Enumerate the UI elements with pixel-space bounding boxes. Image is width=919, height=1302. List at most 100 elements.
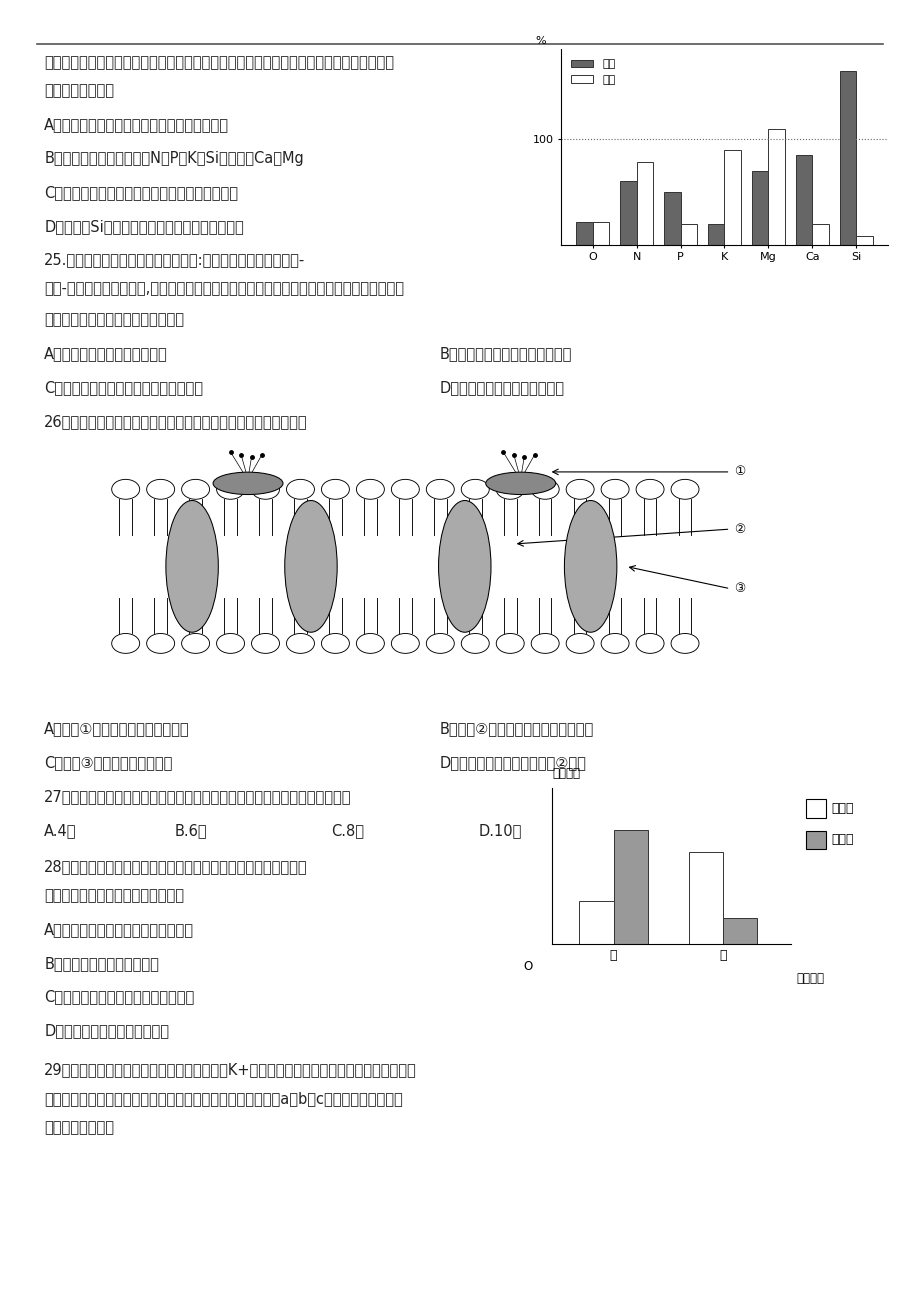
Bar	[724, 150, 741, 245]
Circle shape	[565, 479, 594, 499]
Circle shape	[600, 479, 629, 499]
Text: 表示实验结束时培养液中各种养分的浓度占实验开始时浓度的百分比，根据测定的结果不可: 表示实验结束时培养液中各种养分的浓度占实验开始时浓度的百分比，根据测定的结果不可	[44, 55, 393, 70]
Text: A．不能解释生物膜的化学组成: A．不能解释生物膜的化学组成	[44, 346, 168, 362]
Text: 速率，横坐标表示某个条件，假定其他条件均为理想状态，则a、b、c三幅图的横坐标分别: 速率，横坐标表示某个条件，假定其他条件均为理想状态，则a、b、c三幅图的横坐标分…	[44, 1091, 403, 1107]
Ellipse shape	[485, 473, 555, 495]
Legend: 番茄, 水稺: 番茄, 水稺	[566, 55, 619, 90]
Circle shape	[286, 634, 314, 654]
Text: 细胞外: 细胞外	[831, 833, 853, 846]
Ellipse shape	[165, 500, 218, 633]
Text: 这一观点的局限性主要在于（　　）: 这一观点的局限性主要在于（ ）	[44, 312, 184, 328]
Text: 推知的是（　　）: 推知的是（ ）	[44, 83, 114, 99]
Bar	[636, 163, 652, 245]
Circle shape	[425, 479, 454, 499]
Ellipse shape	[285, 500, 336, 633]
Circle shape	[216, 634, 244, 654]
Circle shape	[530, 634, 559, 654]
Bar	[795, 155, 811, 245]
Text: D．吞噌细胞吞噌抗原仅需要②参与: D．吞噌细胞吞噌抗原仅需要②参与	[439, 755, 586, 771]
Bar	[767, 129, 784, 245]
Circle shape	[635, 479, 664, 499]
Text: C．乙运出细胞一定有载体蛋白的参与: C．乙运出细胞一定有载体蛋白的参与	[44, 990, 194, 1005]
Circle shape	[670, 479, 698, 499]
Bar	[592, 221, 608, 245]
Bar	[811, 224, 828, 245]
Bar	[579, 901, 613, 944]
Ellipse shape	[213, 473, 283, 495]
Bar	[680, 224, 697, 245]
Circle shape	[251, 634, 279, 654]
Text: B．水稺只从培养液中吸收N、P、K、Si，不吸收Ca和Mg: B．水稺只从培养液中吸收N、P、K、Si，不吸收Ca和Mg	[44, 151, 303, 167]
Circle shape	[181, 634, 210, 654]
Bar	[619, 181, 636, 245]
Text: B．甲进入细胞一定需要能量: B．甲进入细胞一定需要能量	[44, 956, 159, 971]
Text: C．不能解释脂质类物质较容易跨膜运输: C．不能解释脂质类物质较容易跨膜运输	[44, 380, 203, 396]
Circle shape	[530, 479, 559, 499]
Text: 28．甲、乙两种物质在细胞内外的浓度情况如图所示。在进行跨膜: 28．甲、乙两种物质在细胞内外的浓度情况如图所示。在进行跨膜	[44, 859, 308, 875]
Text: ①: ①	[733, 465, 744, 478]
Circle shape	[460, 479, 489, 499]
Circle shape	[460, 634, 489, 654]
Text: 物质浓度: 物质浓度	[551, 767, 579, 780]
Text: D．不能解释变形虫的变形运动: D．不能解释变形虫的变形运动	[439, 380, 564, 396]
Text: C.8层: C.8层	[331, 823, 364, 838]
Text: D．乙进入细胞一定不需要能量: D．乙进入细胞一定不需要能量	[44, 1023, 169, 1039]
Circle shape	[600, 634, 629, 654]
Bar	[839, 70, 856, 245]
Circle shape	[111, 634, 140, 654]
Circle shape	[565, 634, 594, 654]
Circle shape	[495, 634, 524, 654]
Text: 26．如图为细胞膜的亚显微结构，下列相关叙述错误的是（　　）: 26．如图为细胞膜的亚显微结构，下列相关叙述错误的是（ ）	[44, 414, 308, 430]
Circle shape	[321, 479, 349, 499]
Circle shape	[391, 634, 419, 654]
Bar	[613, 831, 647, 944]
Text: C．图中③是细胞膜的基本支架: C．图中③是细胞膜的基本支架	[44, 755, 173, 771]
Circle shape	[391, 479, 419, 499]
Text: 物质种类: 物质种类	[795, 973, 823, 986]
Circle shape	[111, 479, 140, 499]
Circle shape	[216, 479, 244, 499]
Text: ③: ③	[733, 582, 744, 595]
Bar	[707, 224, 724, 245]
Circle shape	[425, 634, 454, 654]
Bar	[722, 918, 756, 944]
Bar	[805, 799, 825, 818]
Circle shape	[251, 479, 279, 499]
Text: 细胞内: 细胞内	[831, 802, 853, 815]
Circle shape	[321, 634, 349, 654]
Bar	[856, 237, 872, 245]
Text: %: %	[535, 35, 545, 46]
Text: 25.罗伯特森的关于生物膜模型的构建:所有的生物膜都由蛋白质-: 25.罗伯特森的关于生物膜模型的构建:所有的生物膜都由蛋白质-	[44, 253, 305, 268]
Text: D．番茄对Si的吸收能力低于它们对水的吸收能力: D．番茄对Si的吸收能力低于它们对水的吸收能力	[44, 219, 244, 234]
Circle shape	[495, 479, 524, 499]
Text: 27．葡萄糖经小肠黏膜上皮进入毛细血管，需透过的磷脂分子层数是（　　）: 27．葡萄糖经小肠黏膜上皮进入毛细血管，需透过的磷脂分子层数是（ ）	[44, 789, 351, 805]
Text: 脂质-蛋白质三层结构构成,电镜下看到的中间的亮层是脂质分子，两边的暗层是蛋白质分子。: 脂质-蛋白质三层结构构成,电镜下看到的中间的亮层是脂质分子，两边的暗层是蛋白质分…	[44, 281, 403, 297]
Bar	[664, 191, 680, 245]
Text: C．植物细胞对离子的吸收和对水的吸收不成比例: C．植物细胞对离子的吸收和对水的吸收不成比例	[44, 185, 238, 201]
Text: ②: ②	[733, 522, 744, 535]
Text: 表示的是（　　）: 表示的是（ ）	[44, 1120, 114, 1135]
Ellipse shape	[438, 500, 491, 633]
Circle shape	[670, 634, 698, 654]
Circle shape	[146, 634, 175, 654]
Circle shape	[356, 634, 384, 654]
Text: B．不能解释生物膜成分的相似性: B．不能解释生物膜成分的相似性	[439, 346, 572, 362]
Text: B．图中②的种类是由遗传物质决定的: B．图中②的种类是由遗传物质决定的	[439, 721, 594, 737]
Text: A．甲运出细胞一定有载体蛋白的参与: A．甲运出细胞一定有载体蛋白的参与	[44, 922, 194, 937]
Text: 29．下图示表示植物根细胞在一定时间内吸收K+与某些条件之间的关系。纵坐标表示吸收的: 29．下图示表示植物根细胞在一定时间内吸收K+与某些条件之间的关系。纵坐标表示吸…	[44, 1062, 416, 1078]
Circle shape	[146, 479, 175, 499]
Bar	[688, 852, 722, 944]
Circle shape	[286, 479, 314, 499]
Circle shape	[181, 479, 210, 499]
Text: A.4层: A.4层	[44, 823, 76, 838]
Circle shape	[356, 479, 384, 499]
Bar	[751, 171, 767, 245]
Bar	[805, 831, 825, 849]
Text: A．图中①能完成细胞间的信息传递: A．图中①能完成细胞间的信息传递	[44, 721, 189, 737]
Circle shape	[635, 634, 664, 654]
Text: 运输时，下列说法正确的是（　　）: 运输时，下列说法正确的是（ ）	[44, 888, 184, 904]
Text: O: O	[523, 960, 532, 973]
Text: A．番茄和水稺对矿质离子的吸收均具有选择性: A．番茄和水稺对矿质离子的吸收均具有选择性	[44, 117, 229, 133]
Bar	[575, 221, 592, 245]
Ellipse shape	[563, 500, 616, 633]
